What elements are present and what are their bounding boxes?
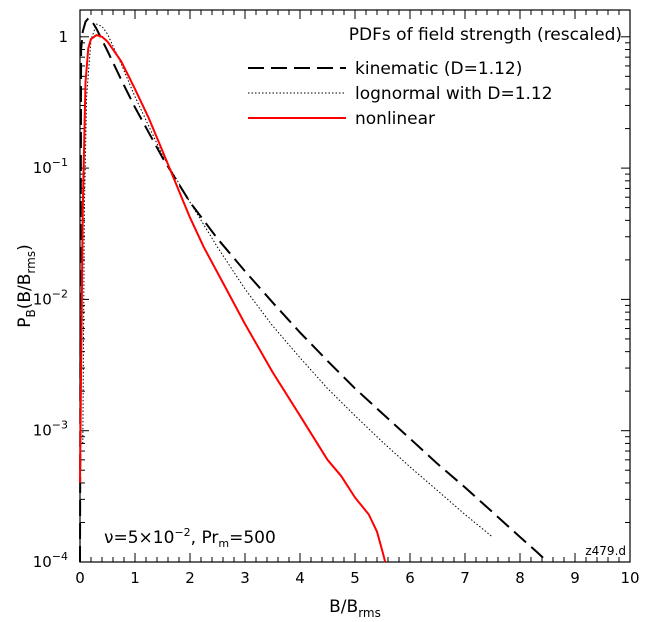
corner-label: z479.d: [585, 544, 626, 558]
x-tick-label: 5: [350, 569, 360, 587]
x-tick-label: 8: [515, 569, 525, 587]
y-tick-label: 10−3: [33, 419, 68, 440]
x-tick-label: 0: [75, 569, 85, 587]
x-tick-label: 4: [295, 569, 305, 587]
x-axis-label: B/Brms: [329, 597, 381, 620]
x-tick-label: 10: [620, 569, 639, 587]
legend: kinematic (D=1.12) lognormal with D=1.12…: [248, 59, 553, 129]
legend-label-nonlinear: nonlinear: [355, 109, 435, 129]
x-tick-label: 1: [130, 569, 140, 587]
x-tick-label: 7: [460, 569, 470, 587]
parameter-annotation: ν=5×10−2, Prm=500: [104, 526, 276, 550]
chart-title: PDFs of field strength (rescaled): [349, 25, 622, 45]
x-tick-label: 2: [185, 569, 195, 587]
y-tick-label: 10−1: [33, 156, 68, 177]
legend-label-kinematic: kinematic (D=1.12): [355, 59, 522, 79]
y-tick-label: 10−4: [33, 550, 68, 571]
series-line-nonlinear: [79, 34, 387, 563]
x-tick-label: 9: [570, 569, 580, 587]
y-tick-label: 1: [58, 28, 68, 46]
y-axis-label: PB(B/Brms): [15, 244, 38, 328]
x-tick-label: 6: [405, 569, 415, 587]
x-tick-label: 3: [240, 569, 250, 587]
series-layer: [79, 17, 549, 563]
legend-label-lognormal: lognormal with D=1.12: [355, 84, 553, 104]
y-tick-label: 10−2: [33, 287, 68, 308]
